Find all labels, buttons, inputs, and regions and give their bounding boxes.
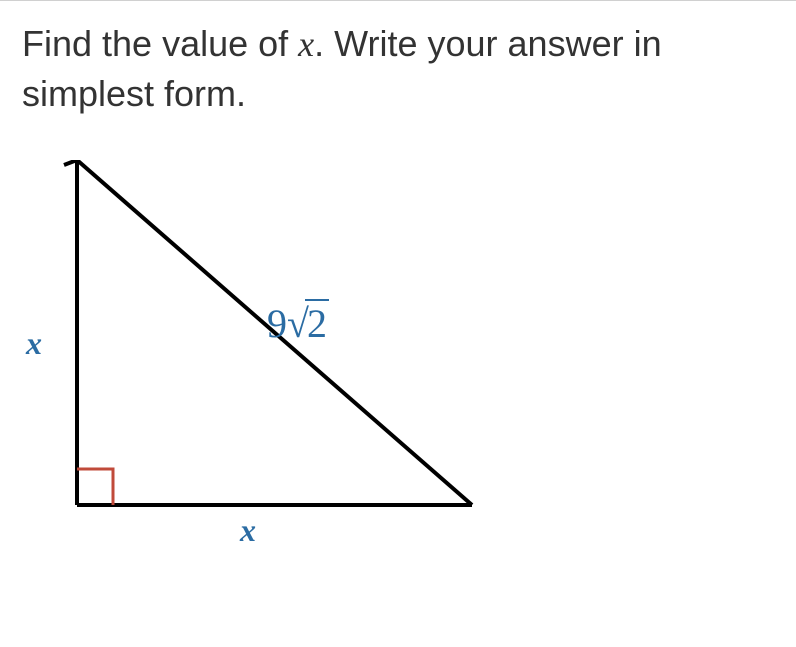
prompt-variable: x [298, 24, 314, 64]
question-prompt: Find the value of x. Write your answer i… [22, 19, 774, 120]
hyp-coefficient: 9 [267, 301, 287, 346]
prompt-text-before: Find the value of [22, 23, 298, 64]
right-angle-marker [77, 469, 113, 505]
radicand: 2 [305, 299, 329, 346]
label-hypotenuse: 9√2 [267, 300, 329, 347]
label-left-leg: x [26, 325, 42, 362]
sqrt-icon: √2 [287, 300, 329, 347]
triangle-diagram: x x 9√2 [22, 160, 522, 560]
label-bottom-leg: x [240, 512, 256, 549]
triangle-svg [22, 160, 522, 560]
